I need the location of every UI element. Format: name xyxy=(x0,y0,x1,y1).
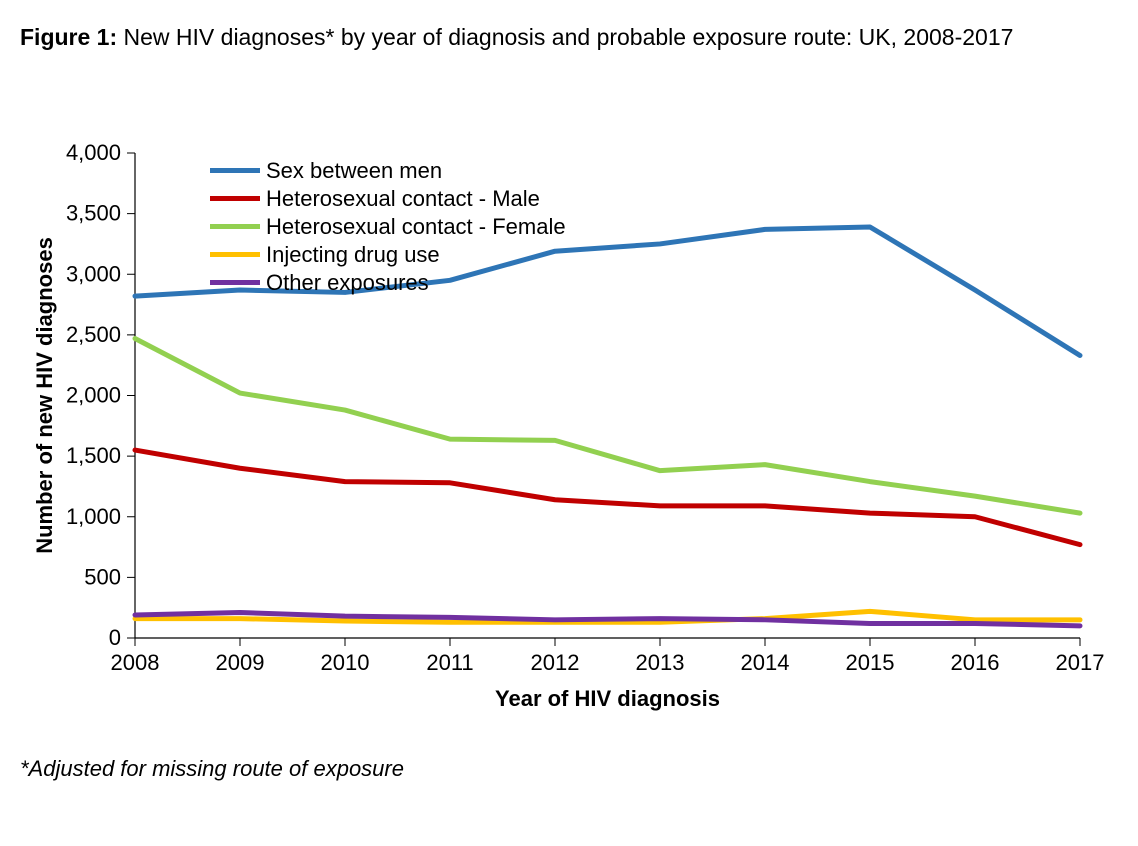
y-tick-label: 2,500 xyxy=(66,322,121,347)
legend-label: Sex between men xyxy=(266,158,442,184)
x-tick-label: 2008 xyxy=(111,650,160,675)
y-axis-label: Number of new HIV diagnoses xyxy=(32,237,57,554)
legend-label: Injecting drug use xyxy=(266,242,440,268)
x-tick-label: 2017 xyxy=(1056,650,1105,675)
x-tick-label: 2014 xyxy=(741,650,790,675)
legend-item: Sex between men xyxy=(210,158,590,184)
legend-swatch xyxy=(210,252,260,257)
legend-label: Other exposures xyxy=(266,270,429,296)
legend-swatch xyxy=(210,224,260,229)
x-axis-label: Year of HIV diagnosis xyxy=(495,686,720,711)
chart-legend: Sex between menHeterosexual contact - Ma… xyxy=(210,158,990,298)
legend-swatch xyxy=(210,280,260,285)
x-tick-label: 2010 xyxy=(321,650,370,675)
legend-label: Heterosexual contact - Male xyxy=(266,186,540,212)
y-tick-label: 0 xyxy=(109,625,121,650)
legend-item: Injecting drug use xyxy=(210,242,590,268)
legend-swatch xyxy=(210,168,260,173)
y-tick-label: 4,000 xyxy=(66,140,121,165)
legend-item: Heterosexual contact - Male xyxy=(210,186,590,212)
y-tick-label: 2,000 xyxy=(66,382,121,407)
y-tick-label: 3,500 xyxy=(66,200,121,225)
figure-footnote: *Adjusted for missing route of exposure xyxy=(20,756,1118,782)
figure-title: Figure 1: New HIV diagnoses* by year of … xyxy=(20,20,1118,56)
legend-item: Heterosexual contact - Female xyxy=(210,214,590,240)
x-tick-label: 2011 xyxy=(426,650,473,675)
x-tick-label: 2012 xyxy=(531,650,580,675)
x-tick-label: 2013 xyxy=(636,650,685,675)
figure-title-bold: Figure 1: xyxy=(20,24,117,50)
y-tick-label: 500 xyxy=(84,564,121,589)
legend-label: Heterosexual contact - Female xyxy=(266,214,566,240)
x-tick-label: 2016 xyxy=(951,650,1000,675)
y-tick-label: 1,000 xyxy=(66,503,121,528)
chart-container: 0 500 1,000 1,500 2,000 2,500 3,000 3,500 4,000 2… xyxy=(20,68,1118,738)
legend-item: Other exposures xyxy=(210,270,590,296)
x-tick-label: 2015 xyxy=(846,650,895,675)
y-tick-label: 3,000 xyxy=(66,261,121,286)
figure-title-rest: New HIV diagnoses* by year of diagnosis … xyxy=(117,24,1013,50)
y-tick-label: 1,500 xyxy=(66,443,121,468)
legend-swatch xyxy=(210,196,260,201)
x-tick-label: 2009 xyxy=(216,650,265,675)
